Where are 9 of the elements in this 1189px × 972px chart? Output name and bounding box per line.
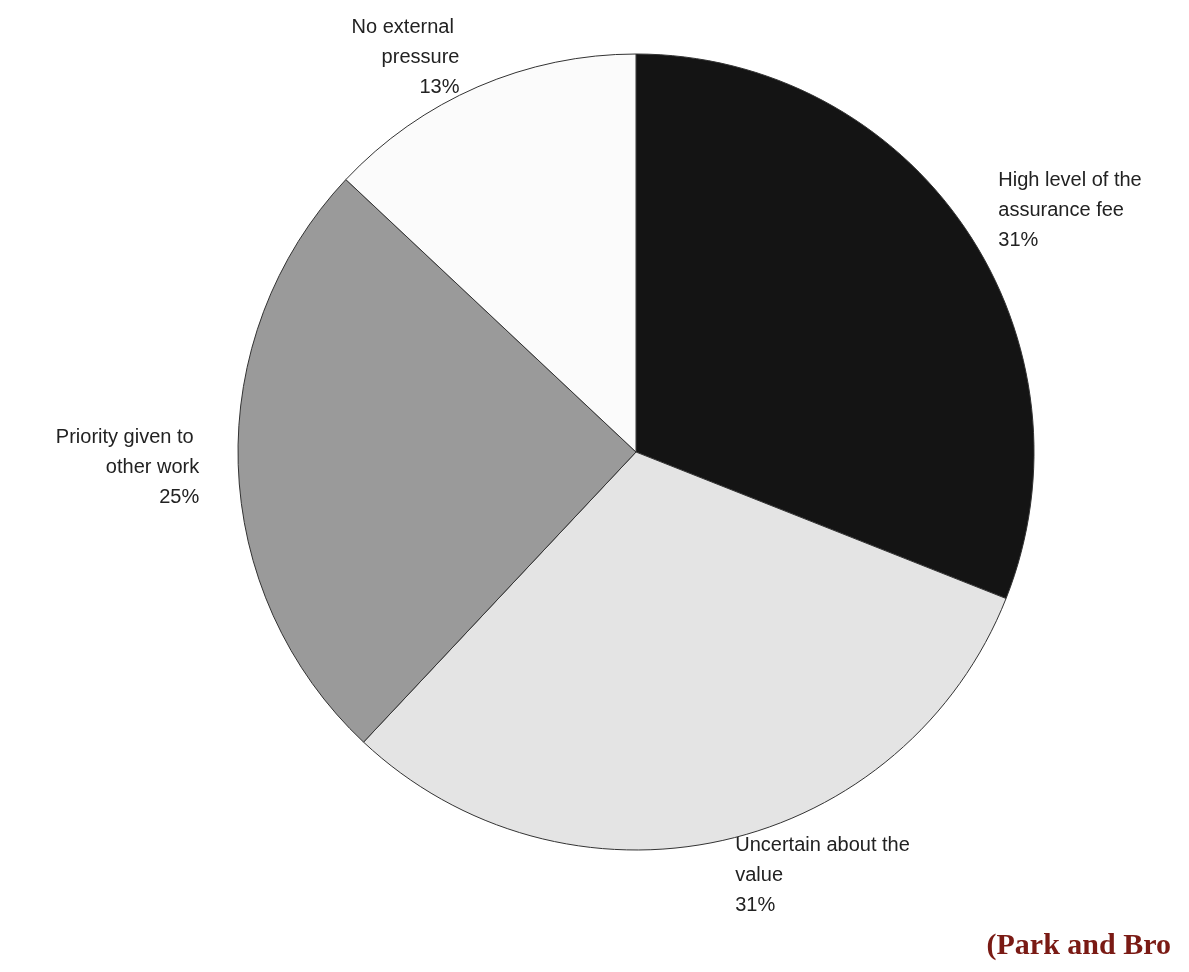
data-label: 31% <box>735 892 776 915</box>
slice-label: Uncertain about the value <box>735 832 916 885</box>
slice-label: Priority given to other work <box>55 424 201 477</box>
slice-label: High level of the assurance fee <box>998 168 1148 221</box>
data-label: 31% <box>998 228 1039 251</box>
data-label: 25% <box>159 484 200 507</box>
slice-label: No external pressure <box>351 14 460 67</box>
text: (Park and Bro <box>986 926 1171 961</box>
data-label: 13% <box>419 74 460 97</box>
